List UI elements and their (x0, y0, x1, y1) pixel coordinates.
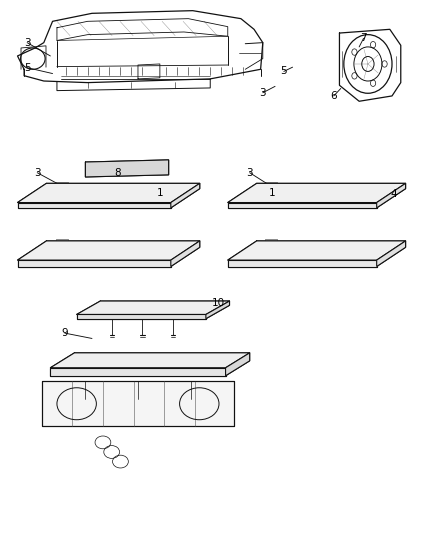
Text: 1: 1 (269, 188, 276, 198)
Text: 10: 10 (212, 298, 225, 308)
Polygon shape (228, 260, 377, 266)
Polygon shape (50, 368, 226, 376)
Polygon shape (377, 241, 406, 266)
Text: 5: 5 (280, 67, 287, 76)
Text: 1: 1 (156, 188, 163, 198)
Polygon shape (226, 353, 250, 376)
Text: 5: 5 (24, 63, 31, 72)
Text: 9: 9 (61, 328, 68, 338)
Polygon shape (228, 203, 377, 208)
Polygon shape (171, 183, 200, 208)
Polygon shape (77, 301, 230, 314)
Polygon shape (50, 353, 250, 368)
Text: 7: 7 (360, 34, 367, 43)
Polygon shape (42, 381, 234, 426)
Text: 3: 3 (259, 88, 266, 98)
Polygon shape (85, 160, 169, 177)
Polygon shape (77, 314, 206, 319)
Polygon shape (377, 183, 406, 208)
Text: 3: 3 (34, 168, 41, 177)
Polygon shape (18, 183, 200, 203)
Polygon shape (18, 260, 171, 266)
Polygon shape (18, 203, 171, 208)
Polygon shape (171, 241, 200, 266)
Polygon shape (206, 301, 230, 319)
Text: 8: 8 (114, 168, 121, 177)
Polygon shape (18, 241, 200, 260)
Polygon shape (228, 241, 406, 260)
Text: 3: 3 (246, 168, 253, 177)
Text: 6: 6 (330, 91, 337, 101)
Text: 4: 4 (390, 189, 397, 199)
Polygon shape (228, 183, 406, 203)
Text: 3: 3 (24, 38, 31, 47)
